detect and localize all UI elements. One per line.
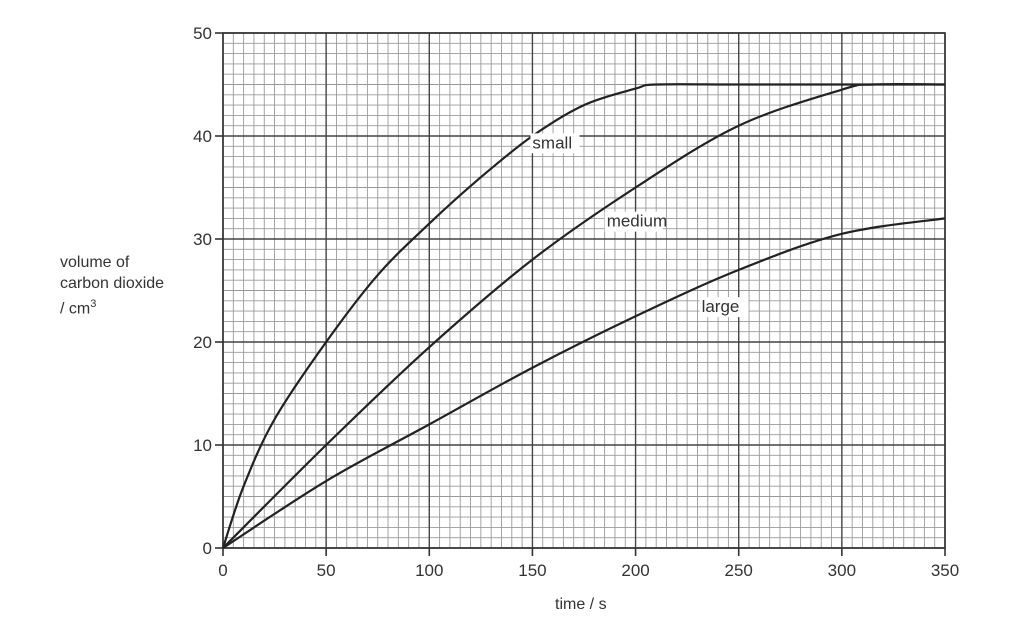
x-tick-label: 100 <box>415 561 443 580</box>
y-tick-label: 50 <box>193 24 212 43</box>
x-axis-label: time / s <box>555 596 607 613</box>
y-tick-label: 10 <box>193 436 212 455</box>
y-tick-label: 20 <box>193 333 212 352</box>
y-tick-label: 0 <box>203 539 212 558</box>
x-tick-label: 50 <box>317 561 336 580</box>
x-tick-label: 300 <box>828 561 856 580</box>
series-label-medium: medium <box>607 212 667 231</box>
series-label-small: small <box>532 133 572 152</box>
x-tick-label: 250 <box>725 561 753 580</box>
y-tick-label: 40 <box>193 127 212 146</box>
x-tick-label: 150 <box>518 561 546 580</box>
x-tick-label: 0 <box>218 561 227 580</box>
axes <box>222 32 946 549</box>
x-tick-label: 200 <box>621 561 649 580</box>
series-line-medium <box>222 83 946 549</box>
series-line-large <box>222 217 946 549</box>
data-series <box>221 83 946 549</box>
tick-labels: 0 50 100 150 200 250 300 350 0 10 20 30 40 50 <box>193 24 959 580</box>
y-axis-label-line-3: / cm3 <box>60 298 97 318</box>
minor-grid <box>223 33 945 548</box>
series-line-small <box>221 83 945 549</box>
y-axis-label-line-1: volume of <box>60 254 130 271</box>
y-tick-label: 30 <box>193 230 212 249</box>
series-label-large: large <box>702 297 740 316</box>
x-tick-label: 350 <box>931 561 959 580</box>
series-labels: small medium large <box>530 133 749 318</box>
y-axis-label-line-2: carbon dioxide <box>60 275 165 292</box>
y-axis-label: volume of carbon dioxide / cm3 <box>60 252 164 319</box>
